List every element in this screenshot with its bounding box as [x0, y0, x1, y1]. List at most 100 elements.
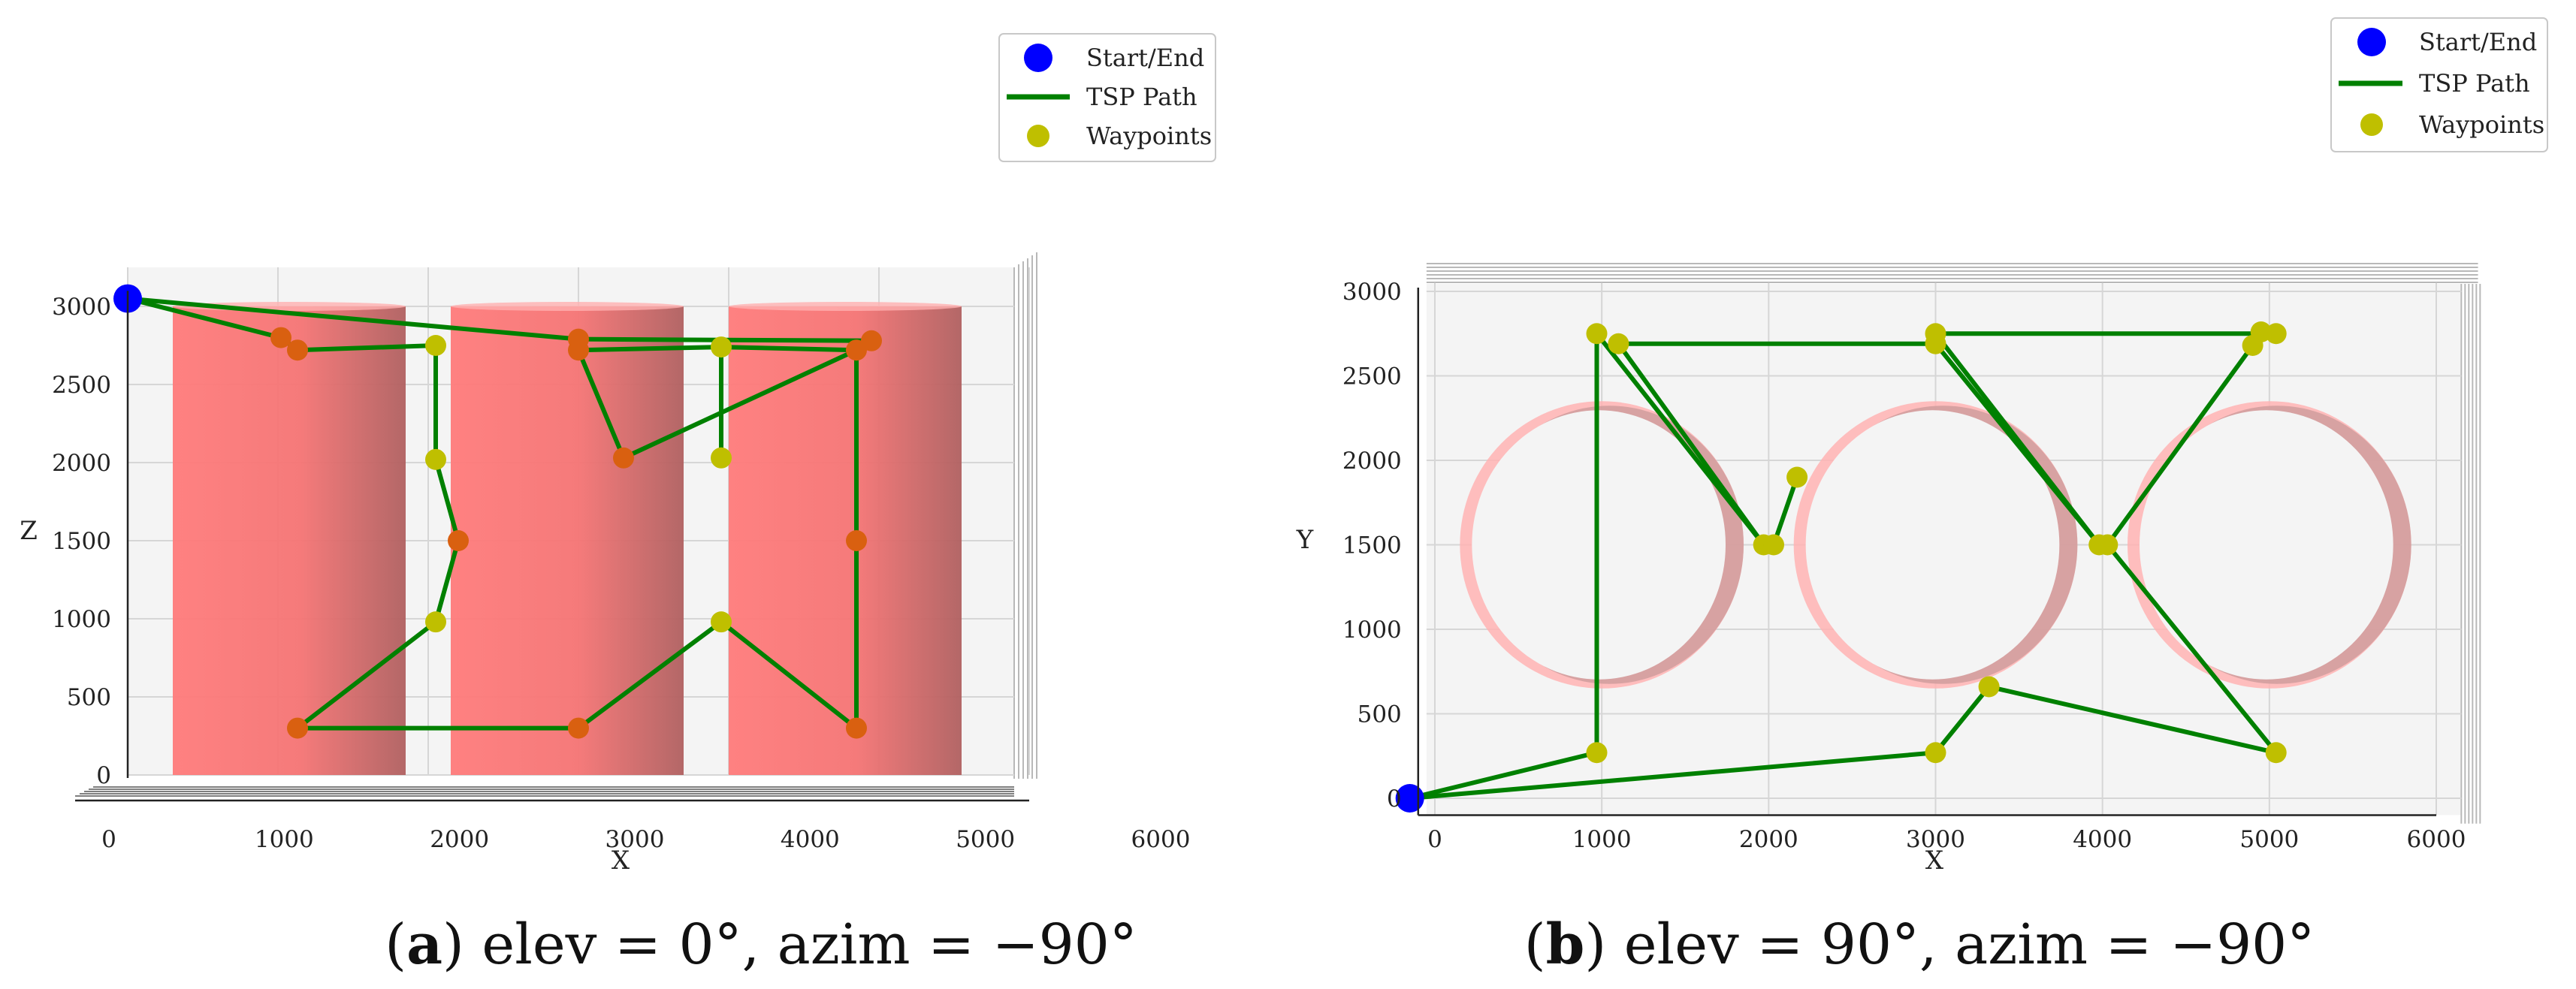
- panel-b-x-tick-label: 0: [1427, 826, 1442, 853]
- panel-a-x-tick-label: 0: [101, 826, 116, 853]
- panel-a-chart: 0 1000 2000 3000 4000 5000 6000 0 500 1000 1500 200…: [20, 252, 1190, 876]
- panel-a-legend-start-end-label: Start/End: [1086, 44, 1204, 72]
- panel-b-chart: 0 1000 2000 3000 4000 5000 6000 0 500 1000 1500 200…: [1296, 263, 2481, 876]
- panel-a-path-segment: [576, 620, 723, 731]
- panel-b-circle-obstacles: [1460, 401, 2411, 689]
- panel-a-path-segment: [295, 620, 438, 731]
- panel-b-tsp-path: [1407, 331, 2279, 801]
- panel-a-path-segment: [295, 343, 438, 353]
- panel-b-legend-waypoints-label: Waypoints: [2419, 110, 2544, 139]
- panel-b-waypoint: [1586, 323, 1608, 345]
- panel-a-tsp-path: [125, 296, 874, 731]
- panel-a-x-axis-label: X: [612, 846, 630, 876]
- panel-a-cylinder-top: [451, 302, 684, 311]
- panel-a-z-tick-label: 2500: [52, 372, 111, 399]
- panel-b-x-axis-label: X: [1925, 846, 1944, 876]
- panel-b-y-tick-label: 500: [1357, 701, 1402, 728]
- panel-b-y-tick-label: 3000: [1342, 279, 1402, 306]
- caption-a: (a) elev = 0°, azim = −90°: [385, 912, 1137, 977]
- panel-b-path-segment: [1933, 684, 1992, 755]
- caption-a-open: (: [385, 912, 406, 977]
- panel-b-obstacle-inner: [2139, 410, 2393, 680]
- panel-b-waypoint: [1786, 466, 1808, 488]
- panel-b-legend: Start/End TSP Path Waypoints: [2330, 17, 2548, 152]
- panel-a-path-segment: [621, 348, 859, 460]
- panel-b-path-segment: [2105, 542, 2279, 755]
- panel-a-path-segment: [576, 348, 626, 460]
- panel-a-legend-box: [998, 33, 1216, 162]
- panel-a-waypoint: [846, 530, 867, 551]
- panel-a-cylinder: [173, 306, 406, 775]
- panel-a-waypoint: [846, 339, 867, 361]
- panel-a-waypoint: [287, 339, 308, 361]
- panel-a-cylinder-top: [729, 302, 962, 311]
- panel-b-path-segment: [1407, 750, 1938, 801]
- panel-a-z-axis-label: Z: [20, 516, 38, 546]
- panel-b-tick-labels: 0 1000 2000 3000 4000 5000 6000 0 500 1000 1500 200…: [1342, 279, 2466, 853]
- panel-a-waypoint: [568, 328, 589, 350]
- panel-a-legend-tsp-path-label: TSP Path: [1086, 83, 1197, 111]
- panel-a-legend-waypoints-label: Waypoints: [1086, 122, 1212, 150]
- panel-a-cylinder: [451, 306, 684, 775]
- panel-a-waypoint: [861, 330, 882, 351]
- panel-b-y-tick-label: 0: [1387, 785, 1402, 813]
- panel-b-legend-start-end-label: Start/End: [2419, 28, 2537, 56]
- caption-b: (b) elev = 90°, azim = −90°: [1524, 912, 2315, 977]
- panel-a-x-tick-label: 5000: [956, 826, 1015, 853]
- panel-b-waypoint: [2097, 534, 2118, 556]
- panel-a-waypoint: [711, 611, 732, 633]
- panel-b-axis-lines: [1417, 288, 2436, 816]
- panel-a-cylinder-obstacles: [173, 302, 962, 775]
- panel-a-waypoint: [287, 717, 308, 739]
- panel-a-legend-start-end-marker: [1024, 44, 1052, 72]
- panel-a-z-tick-label: 0: [96, 762, 111, 789]
- panel-a-path-segment: [125, 296, 581, 342]
- panel-b-legend-start-end-marker: [2357, 28, 2386, 56]
- panel-b-waypoint: [1608, 333, 1629, 354]
- panel-a-waypoint: [711, 447, 732, 469]
- panel-a-tick-labels: 0 1000 2000 3000 4000 5000 6000 0 500 1000 1500 200…: [52, 294, 1190, 853]
- panel-a-waypoints: [113, 284, 882, 739]
- panel-b-x-tick-label: 3000: [1906, 826, 1965, 853]
- panel-b-waypoint: [1762, 534, 1784, 556]
- panel-a-waypoint: [425, 335, 446, 356]
- panel-a-z-tick-label: 1500: [52, 528, 111, 555]
- panel-a-waypoint: [425, 448, 446, 470]
- panel-b-y-tick-label: 2500: [1342, 363, 1402, 390]
- panel-b-waypoint: [1925, 333, 1946, 354]
- panel-b-waypoint: [1925, 742, 1946, 764]
- panel-b-x-tick-label: 5000: [2239, 826, 2299, 853]
- panel-a-waypoint: [846, 717, 867, 739]
- panel-b-waypoint: [1978, 676, 2000, 698]
- panel-b-path-segment: [2105, 343, 2255, 547]
- panel-b-legend-box: [2330, 17, 2548, 152]
- panel-b-path-segment: [1933, 331, 2102, 547]
- panel-b-path-segment: [1986, 684, 2279, 755]
- panel-a-path-segment: [719, 620, 859, 731]
- panel-a-waypoint: [270, 327, 291, 348]
- panel-b-waypoint: [2265, 742, 2287, 764]
- panel-a-path-segment: [433, 457, 461, 543]
- panel-a-z-tick-label: 2000: [52, 450, 111, 477]
- caption-a-text: ) elev = 0°, azim = −90°: [442, 912, 1137, 977]
- panel-b-x-tick-label: 2000: [1739, 826, 1798, 853]
- panel-a-z-tick-label: 1000: [52, 606, 111, 633]
- panel-a-waypoint: [711, 336, 732, 358]
- panel-b-obstacle-inner: [1805, 410, 2060, 680]
- caption-a-letter: a: [406, 912, 442, 977]
- panel-b-waypoint: [2265, 323, 2287, 345]
- panel-a-axis-lines: [75, 291, 1029, 802]
- panel-a-path-segment: [719, 345, 859, 353]
- caption-b-text: ) elev = 90°, azim = −90°: [1584, 912, 2315, 977]
- panel-b-path-segment: [1407, 750, 1599, 801]
- panel-b-legend-waypoints-marker: [2360, 113, 2383, 136]
- panel-a-x-tick-label: 3000: [605, 826, 665, 853]
- panel-b-y-tick-label: 2000: [1342, 448, 1402, 475]
- panel-a-x-tick-label: 6000: [1131, 826, 1191, 853]
- panel-b-waypoint: [1586, 742, 1608, 764]
- panel-a-legend-waypoints-marker: [1027, 125, 1049, 147]
- panel-b-start-end-point: [1395, 784, 1424, 813]
- panel-b-x-tick-label: 1000: [1572, 826, 1632, 853]
- panel-a-path-segment: [576, 345, 723, 353]
